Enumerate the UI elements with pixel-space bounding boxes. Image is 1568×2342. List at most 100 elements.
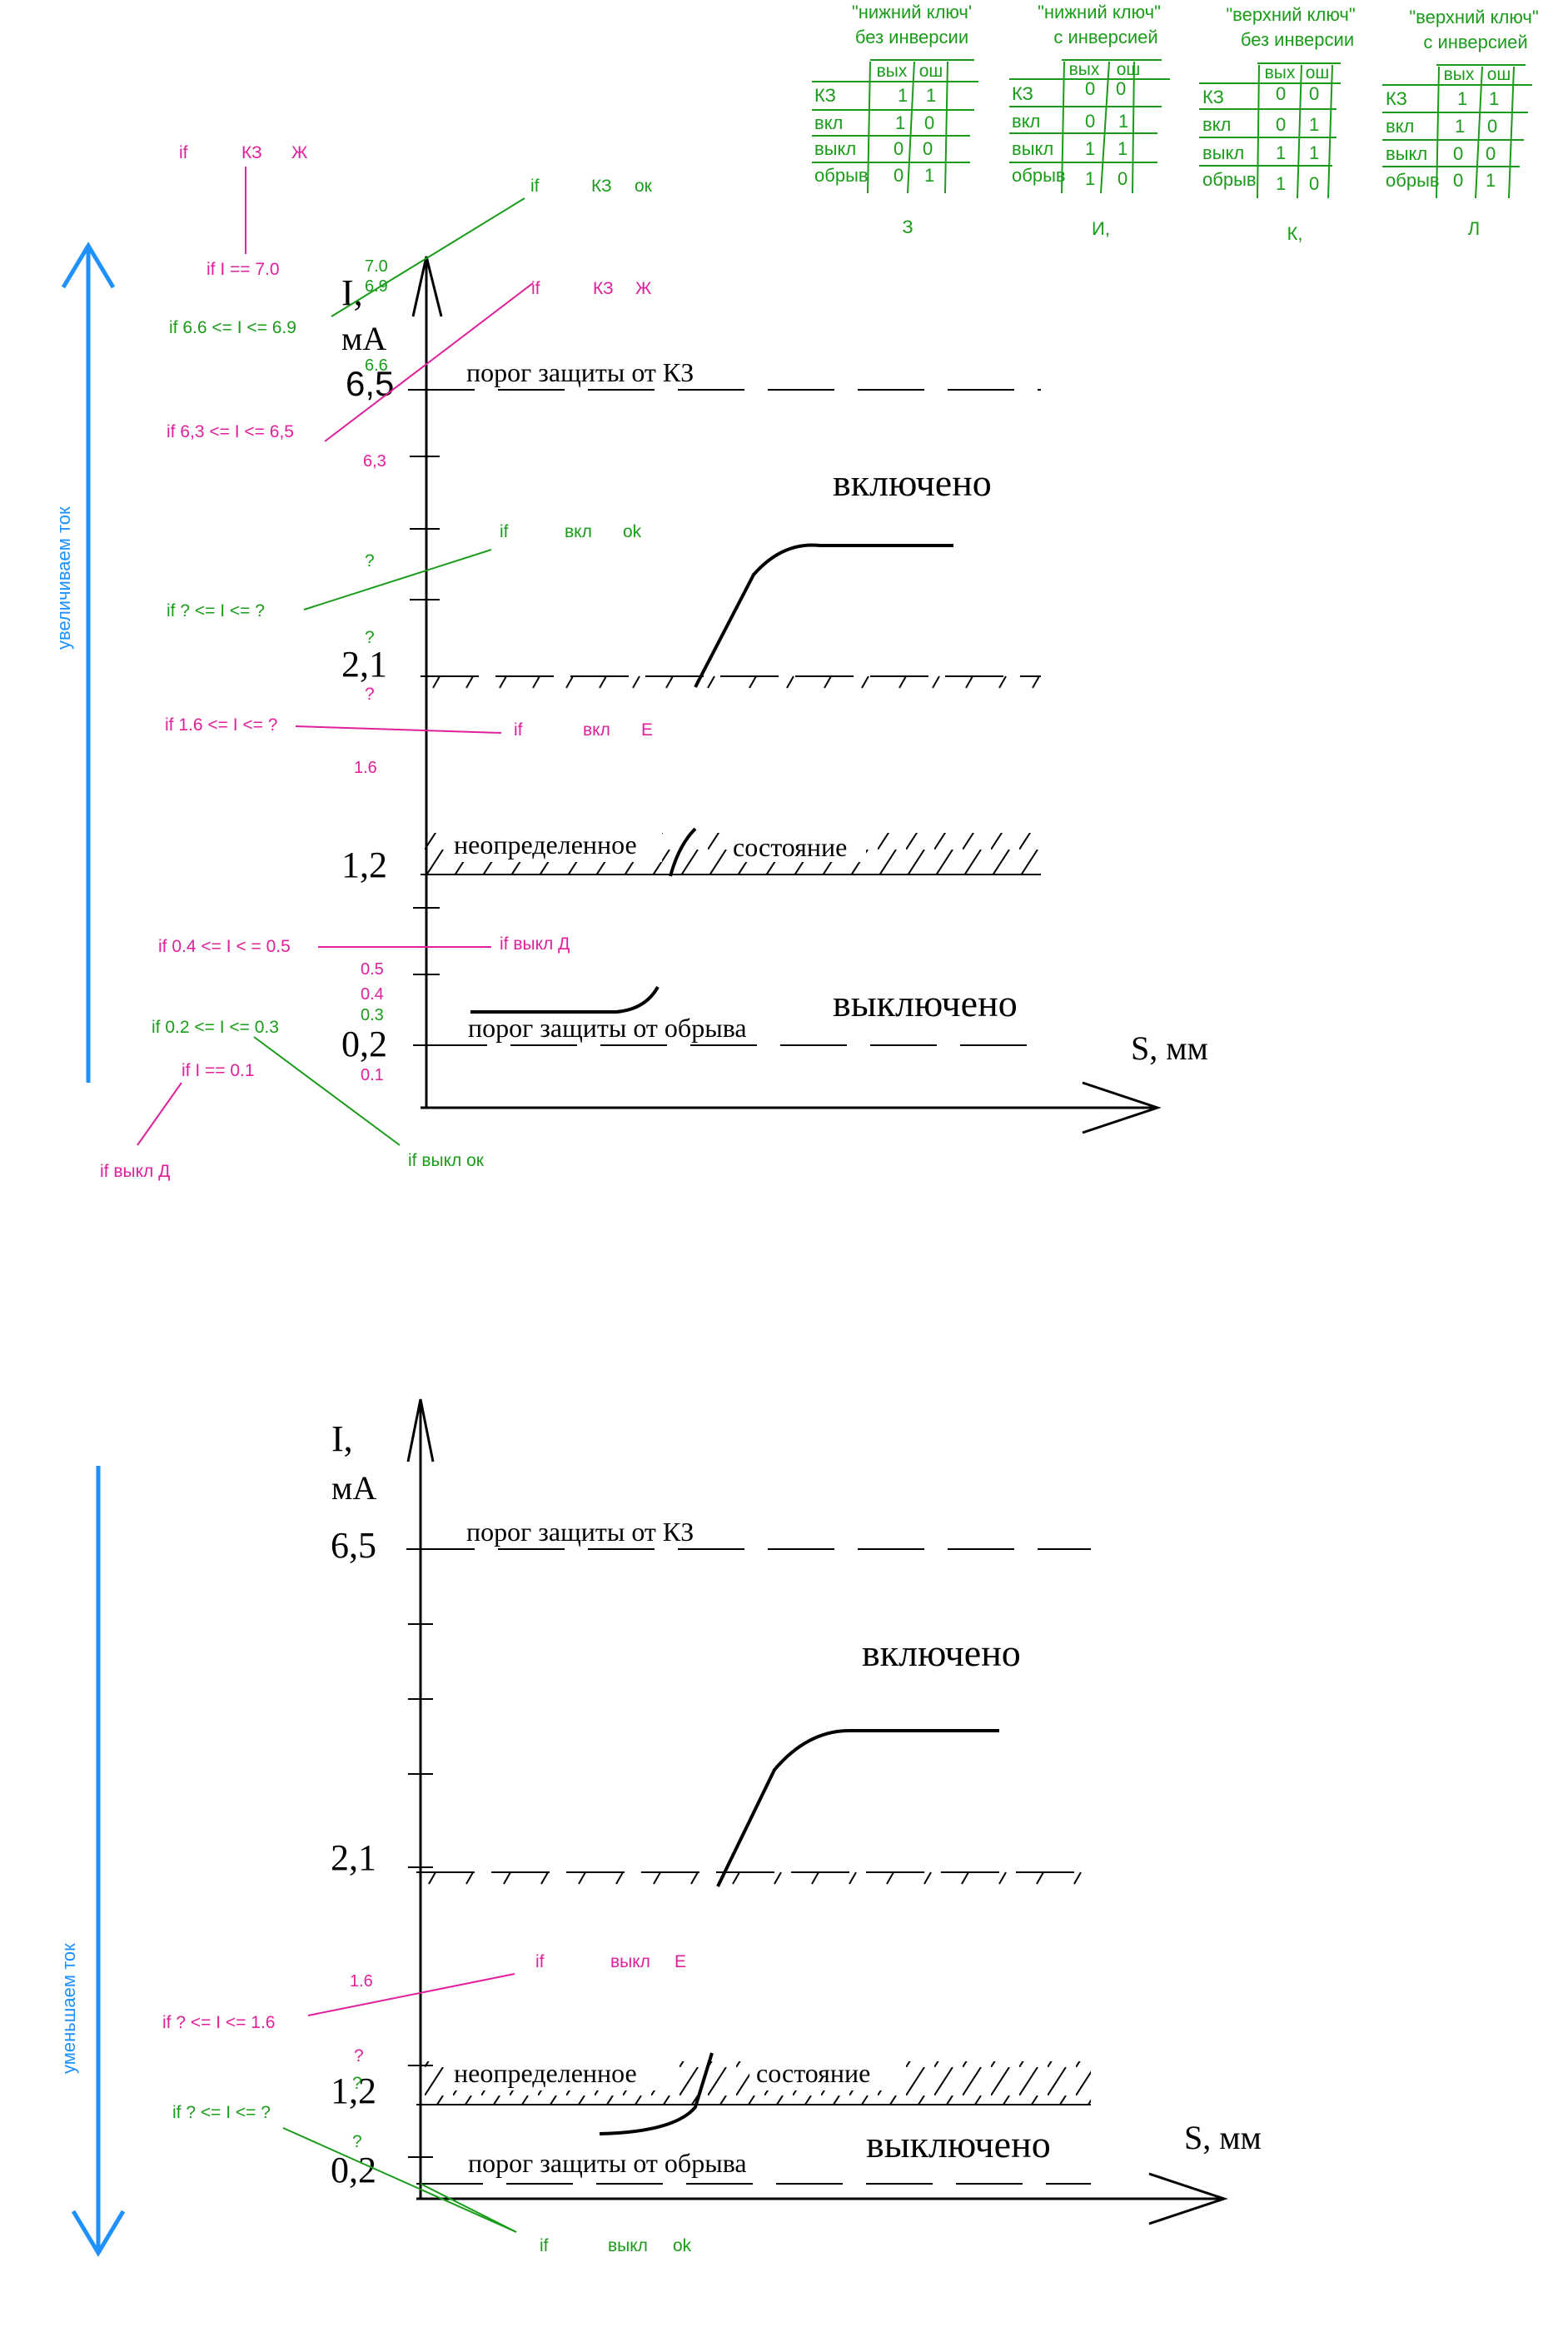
- undefined-curve: [669, 827, 697, 877]
- cell: 1: [1085, 168, 1095, 189]
- value-mark: 0.1: [361, 1066, 384, 1084]
- annotation: Е: [674, 1952, 686, 1971]
- cell: 1: [1457, 88, 1467, 109]
- value-mark: ?: [352, 2074, 362, 2093]
- col-header: ош: [919, 62, 943, 81]
- value-mark: 0.4: [361, 985, 384, 1004]
- truth-table-4: "верхний ключ" с инверсией вых ош КЗ 1 1…: [1382, 7, 1539, 239]
- on-state-label: включено: [862, 1632, 1021, 1674]
- x-axis-label: S, мм: [1184, 2119, 1262, 2156]
- table-title-line2: без инверсии: [1241, 29, 1354, 50]
- annotation-leader: [253, 1036, 401, 1146]
- annotation: if: [530, 177, 540, 196]
- row-label: КЗ: [1012, 83, 1033, 104]
- annotation: ок: [635, 177, 653, 196]
- top-diagram: увеличиваем ток I, мА S, мм 6,5 2,1 1,2 …: [53, 143, 1208, 1181]
- undefined-state-label-1: неопределенное: [454, 830, 637, 860]
- cell: 1: [1486, 170, 1496, 191]
- value-mark: ?: [354, 2046, 364, 2065]
- row-label: вкл: [1202, 114, 1231, 135]
- direction-label: уменьшаем ток: [58, 1943, 79, 2074]
- row-label: КЗ: [1202, 87, 1224, 107]
- annotation: if выкл Д: [100, 1162, 170, 1181]
- value-mark: 0.3: [361, 1006, 384, 1024]
- on-threshold-hatch: [432, 675, 1040, 689]
- cell: 1: [1276, 173, 1286, 194]
- cell: 0: [1085, 111, 1095, 132]
- annotation: if: [531, 279, 540, 298]
- undefined-label-bg: [450, 2057, 673, 2090]
- annotation: КЗ: [241, 143, 262, 162]
- annotation: if 1.6 <= I <= ?: [165, 715, 277, 735]
- col-header: вых: [1265, 63, 1296, 82]
- value-mark: 6.9: [365, 277, 388, 296]
- table-title-line1: "верхний ключ": [1226, 4, 1355, 25]
- table-letter: К,: [1287, 223, 1303, 244]
- annotation-leader: [282, 2127, 517, 2233]
- decrease-arrow: [71, 1466, 126, 2257]
- value-mark: 7.0: [365, 257, 388, 276]
- col-header: ош: [1487, 65, 1511, 84]
- annotation: ok: [673, 2236, 692, 2255]
- break-threshold-label: порог защиты от обрыва: [468, 1013, 747, 1043]
- row-label: выкл: [814, 138, 856, 159]
- table-letter: Л: [1468, 218, 1480, 239]
- tick-label-6-5: 6,5: [346, 364, 394, 403]
- direction-label: увеличиваем ток: [53, 506, 74, 650]
- kz-threshold-label: порог защиты от КЗ: [466, 357, 694, 387]
- y-axis-label: I,: [331, 1418, 353, 1459]
- tick-label-1-2: 1,2: [341, 845, 387, 885]
- row-label: обрыв: [814, 165, 869, 186]
- value-mark: ?: [365, 551, 375, 571]
- truth-table-1: "нижний ключ' без инверсии вых ош КЗ 1 1…: [812, 2, 978, 237]
- annotation: if ? <= I <= ?: [167, 601, 265, 620]
- table-letter: И,: [1092, 218, 1110, 239]
- tick-label-2-1: 2,1: [341, 644, 387, 685]
- cell: 1: [926, 85, 936, 106]
- off-curve: [470, 985, 660, 1014]
- top-annotations: if КЗ Ж if I == 7.0 if КЗ ок if 6.6 <= I…: [100, 143, 653, 1181]
- tick-label-0-2: 0,2: [331, 2150, 376, 2190]
- annotation-leader: [324, 282, 534, 442]
- annotation: вкл: [583, 720, 610, 740]
- table-letter: З: [902, 217, 913, 237]
- cell: 1: [1309, 142, 1319, 163]
- annotation: if выкл ок: [408, 1151, 485, 1170]
- value-mark: ?: [352, 2132, 362, 2151]
- annotation: if I == 7.0: [207, 260, 280, 279]
- cell: 1: [1455, 116, 1465, 137]
- row-label: обрыв: [1202, 169, 1257, 190]
- cell: 0: [923, 138, 933, 159]
- table-title-line1: "нижний ключ": [1038, 2, 1161, 22]
- on-threshold-hatch: [428, 1871, 1082, 1885]
- off-state-label: выключено: [833, 982, 1018, 1024]
- table-title-line2: с инверсией: [1423, 32, 1527, 52]
- bottom-diagram: уменьшаем ток I, мА S, мм 6,5 2,1 1,2 0,…: [58, 1398, 1262, 2257]
- y-axis-label: I,: [341, 272, 363, 313]
- annotation: if ? <= I <= ?: [172, 2103, 271, 2122]
- cell: 0: [924, 112, 934, 133]
- value-mark: 1.6: [354, 759, 377, 777]
- row-label: вкл: [1386, 116, 1414, 137]
- row-label: вкл: [814, 112, 843, 133]
- annotation: if: [535, 1952, 545, 1971]
- undefined-state-label-1: неопределенное: [454, 2058, 637, 2088]
- table-title-line2: без инверсии: [855, 27, 968, 47]
- row-label: вкл: [1012, 111, 1040, 132]
- y-axis-unit: мА: [331, 1469, 376, 1507]
- cell: 0: [1118, 168, 1127, 189]
- y-axis-unit: мА: [341, 320, 386, 357]
- tick-label-2-1: 2,1: [331, 1837, 376, 1878]
- cell: 1: [924, 165, 934, 186]
- cell: 1: [1309, 114, 1319, 135]
- row-label: выкл: [1386, 143, 1427, 164]
- cell: 0: [1276, 114, 1286, 135]
- off-curve: [599, 2052, 714, 2135]
- tick-label-1-2: 1,2: [331, 2070, 376, 2111]
- truth-table-3: "верхний ключ" без инверсии вых ош КЗ 0 …: [1199, 4, 1356, 244]
- truth-table-2: "нижний ключ" с инверсией вых ош КЗ 0 0 …: [1009, 2, 1170, 239]
- annotation: Е: [641, 720, 653, 740]
- annotation: if: [514, 720, 523, 740]
- col-header: вых: [1069, 60, 1100, 79]
